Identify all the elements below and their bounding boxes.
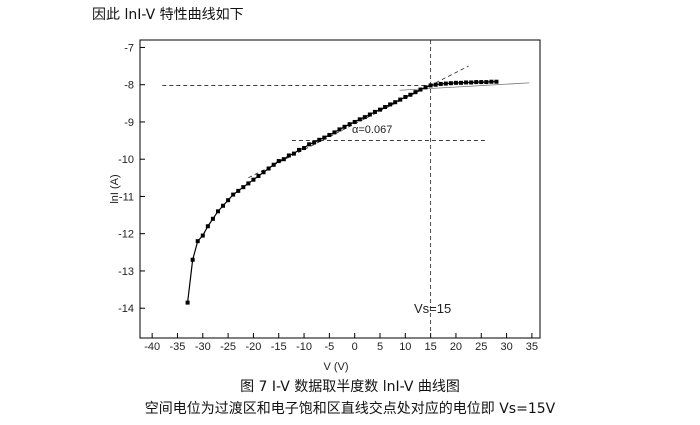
data-point	[221, 203, 226, 208]
x-tick-label: 30	[500, 341, 512, 353]
data-point	[246, 181, 251, 186]
data-point	[398, 97, 403, 102]
data-point	[276, 159, 281, 164]
data-point	[469, 80, 474, 85]
y-tick-label: -9	[124, 117, 134, 129]
data-point	[327, 132, 332, 137]
data-point	[423, 85, 428, 90]
data-point	[408, 92, 413, 97]
data-point	[291, 151, 296, 156]
data-point	[362, 115, 367, 120]
data-point	[312, 140, 317, 145]
data-point	[383, 105, 388, 110]
data-point	[413, 90, 418, 95]
x-tick-label: 25	[475, 341, 487, 353]
data-point	[428, 83, 433, 88]
data-point	[494, 79, 499, 84]
data-point	[251, 177, 256, 182]
x-tick-label: 35	[526, 341, 538, 353]
x-tick-label: -10	[296, 341, 312, 353]
data-point	[357, 117, 362, 122]
data-point	[352, 119, 357, 124]
data-point	[210, 216, 215, 221]
y-tick-label: -11	[119, 191, 134, 203]
x-tick-label: 0	[352, 341, 358, 353]
x-tick-label: 15	[425, 341, 437, 353]
data-point	[190, 257, 195, 262]
x-tick-label: -25	[220, 341, 236, 353]
x-tick-label: -40	[144, 341, 160, 353]
y-axis-label: lnI (A)	[109, 174, 121, 203]
data-point	[200, 233, 205, 238]
data-point	[347, 122, 352, 127]
data-point	[418, 87, 423, 92]
data-point	[459, 80, 464, 85]
data-line	[186, 81, 497, 303]
data-point	[479, 80, 484, 85]
y-tick-label: -13	[118, 266, 134, 278]
data-point	[256, 173, 261, 178]
data-point	[296, 147, 301, 152]
x-tick-label: 5	[377, 341, 383, 353]
y-tick-label: -8	[124, 80, 134, 92]
data-point	[322, 135, 327, 140]
x-tick-label: -30	[195, 341, 211, 353]
x-axis-label: V (V)	[323, 361, 348, 373]
data-point	[438, 81, 443, 86]
x-tick-label: -15	[271, 341, 287, 353]
x-tick-label: 20	[450, 341, 462, 353]
data-point	[185, 300, 190, 305]
data-point	[231, 192, 236, 197]
data-point	[317, 137, 322, 142]
data-point	[215, 209, 220, 214]
data-point	[393, 100, 398, 105]
data-point	[332, 130, 337, 135]
data-point	[302, 146, 307, 151]
intro-text: 因此 lnI-V 特性曲线如下	[92, 7, 244, 23]
data-point	[378, 107, 382, 112]
plot-frame	[139, 39, 541, 339]
data-point	[266, 166, 271, 171]
data-point	[307, 142, 312, 147]
data-point	[337, 127, 342, 132]
y-tick-label: -10	[118, 154, 134, 166]
x-tick-label: -20	[245, 341, 261, 353]
data-point	[261, 170, 266, 175]
data-point	[367, 112, 372, 117]
data-point	[205, 224, 210, 229]
data-point	[388, 102, 393, 107]
y-tick-label: -14	[118, 303, 134, 315]
data-point	[403, 94, 408, 99]
data-point	[443, 81, 448, 86]
data-point	[464, 80, 469, 85]
annotation: α=0.067	[352, 124, 392, 136]
data-point	[195, 239, 200, 244]
data-point	[226, 198, 231, 203]
y-tick-label: -7	[124, 42, 134, 54]
x-tick-label: -35	[170, 341, 186, 353]
data-point	[286, 153, 291, 158]
data-point	[372, 109, 377, 114]
y-tick-label: -12	[118, 229, 134, 241]
figure-note: 空间电位为过渡区和电子饱和区直线交点处对应的电位即 Vs=15V	[144, 401, 556, 417]
annotation: Vs=15	[414, 301, 451, 316]
data-point	[448, 81, 453, 86]
data-point	[433, 82, 438, 87]
data-point	[271, 162, 276, 167]
data-point	[236, 188, 241, 193]
x-tick-label: 10	[399, 341, 411, 353]
data-point	[241, 185, 246, 190]
figure-caption: 图 7 I-V 数据取半度数 lnI-V 曲线图	[240, 379, 460, 395]
data-point	[453, 80, 458, 85]
data-point	[489, 79, 494, 84]
x-tick-label: -5	[324, 341, 334, 353]
data-point	[281, 157, 286, 162]
data-point	[484, 80, 489, 85]
data-point	[474, 80, 479, 85]
data-point	[342, 124, 347, 129]
